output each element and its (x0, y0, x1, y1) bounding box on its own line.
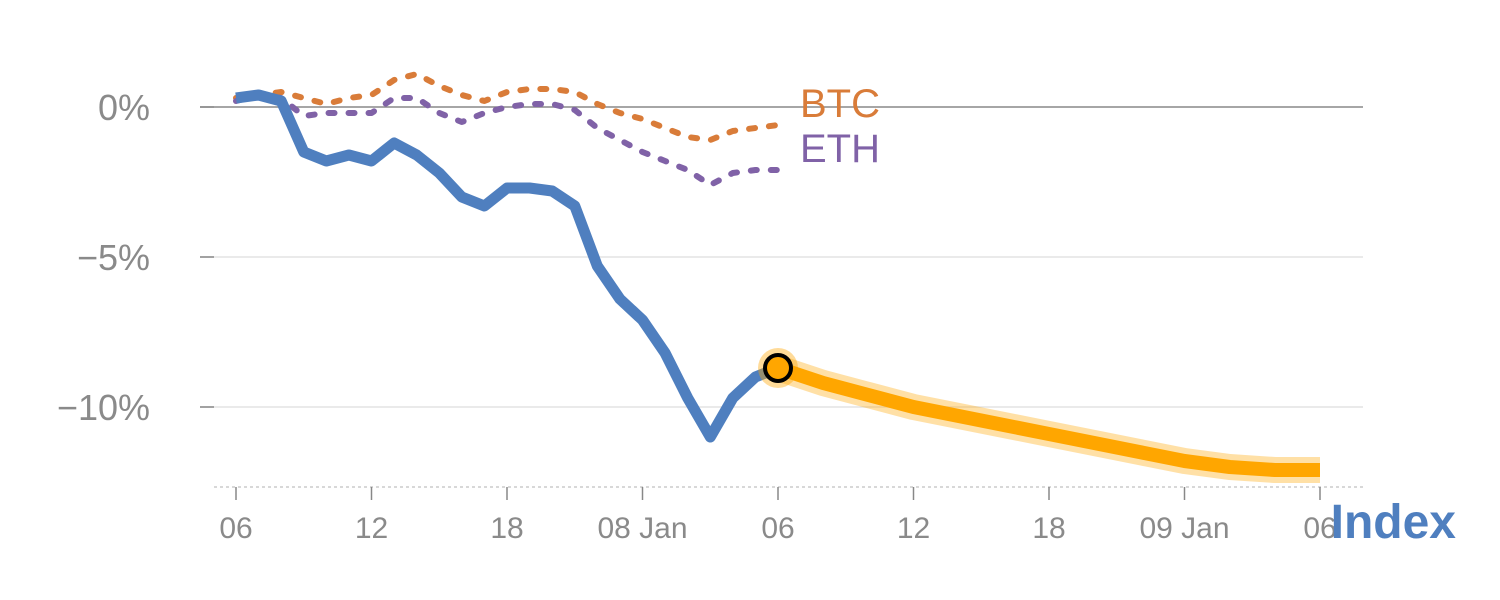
x-tick-label-7: 09 Jan (1139, 512, 1229, 545)
series-line-btc (233, 71, 781, 143)
y-tick-label-1: −5% (77, 237, 150, 278)
x-tick-label-8: 06 (1303, 512, 1336, 545)
highlight-point-marker (763, 353, 793, 383)
y-axis: 0% −5% −10% (57, 87, 214, 428)
x-tick-label-2: 18 (490, 512, 523, 545)
x-tick-label-1: 12 (355, 512, 388, 545)
eth-label: ETH (800, 127, 880, 171)
x-tick-label-0: 06 (219, 512, 252, 545)
x-tick-label-5: 12 (897, 512, 930, 545)
series-layer (233, 71, 1320, 483)
y-tick-label-0: 0% (98, 87, 150, 128)
series-glow-index-forecast (773, 355, 1320, 483)
x-tick-label-4: 06 (761, 512, 794, 545)
x-tick-label-6: 18 (1032, 512, 1065, 545)
btc-label: BTC (800, 82, 880, 126)
series-line-index (235, 89, 781, 443)
y-tick-label-2: −10% (57, 387, 150, 428)
index-label: Index (1331, 496, 1457, 549)
series-labels: BTC ETH Index (800, 82, 1456, 549)
series-line-index-forecast (775, 361, 1320, 477)
gridlines (200, 106, 1363, 408)
x-axis: 06 12 18 08 Jan 06 12 18 09 Jan 06 (219, 487, 1337, 545)
series-line-eth (233, 92, 781, 188)
x-tick-label-3: 08 Jan (597, 512, 687, 545)
